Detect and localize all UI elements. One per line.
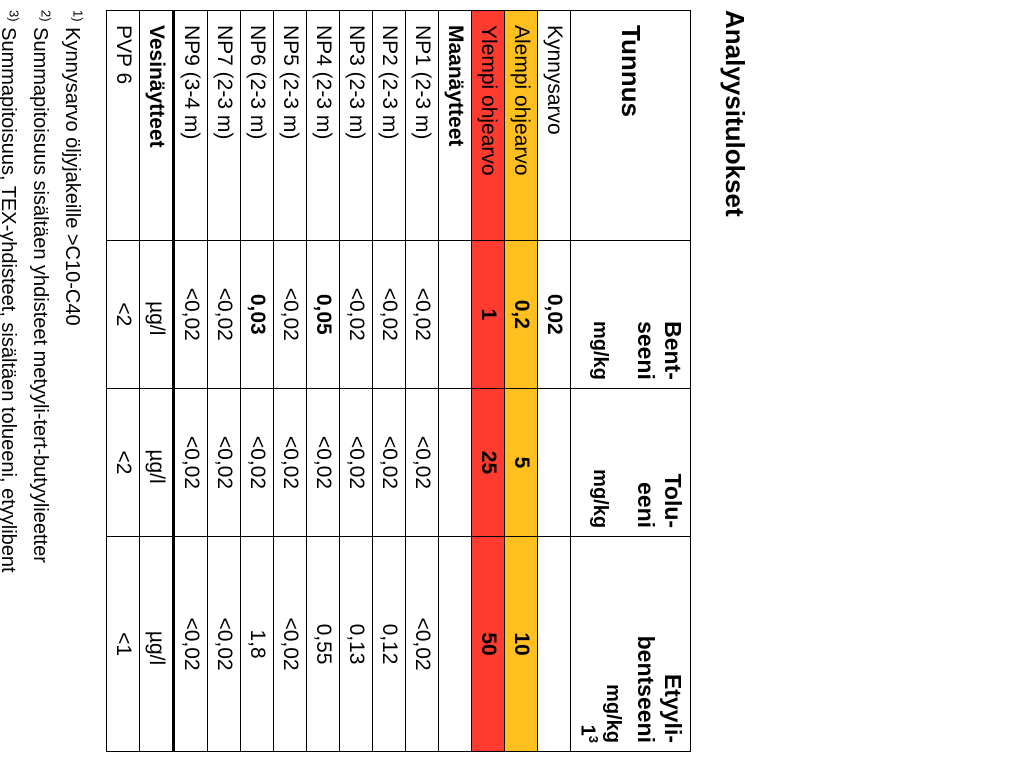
cell-etyyli: 0,13 — [340, 537, 373, 752]
cell-tolu: <0,02 — [174, 388, 208, 536]
cell-bent: <0,02 — [373, 240, 406, 388]
unit-etyyli: mg/kg13 — [571, 537, 628, 752]
val-kynnys-bent: 0,02 — [538, 240, 571, 388]
val-alempi-etyyli: 10 — [505, 537, 538, 752]
unit-water-bent: µg/l — [140, 240, 174, 388]
val-ylempi-etyyli: 50 — [472, 537, 505, 752]
table-row: NP6 (2-3 m)0,03<0,021,8 — [241, 11, 274, 752]
table-row: NP4 (2-3 m)0,05<0,020,55 — [307, 11, 340, 752]
label-section-water: Vesinäytteet — [140, 11, 174, 241]
val-kynnys-tolu — [538, 388, 571, 536]
unit-tolu: mg/kg — [571, 388, 628, 536]
val-ylempi-tolu: 25 — [472, 388, 505, 536]
row-section-soil: Maanäytteet — [439, 11, 472, 752]
col-etyyli: Etyyli-bentseeni — [628, 537, 691, 752]
cell-tolu: <0,02 — [241, 388, 274, 536]
row-id: NP5 (2-3 m) — [274, 11, 307, 241]
cell-etyyli: 0,12 — [373, 537, 406, 752]
cell-etyyli: <0,02 — [174, 537, 208, 752]
col-bent: Bent-seeni — [628, 240, 691, 388]
table-row: NP7 (2-3 m)<0,02<0,02<0,02 — [208, 11, 241, 752]
label-ylempi: Ylempi ohjearvo — [472, 11, 505, 241]
row-id: NP1 (2-3 m) — [406, 11, 439, 241]
table-row: NP3 (2-3 m)<0,02<0,020,13 — [340, 11, 373, 752]
row-section-water: Vesinäytteet µg/l µg/l µg/l — [140, 11, 174, 752]
label-section-soil: Maanäytteet — [439, 11, 472, 241]
cell-tolu: <0,02 — [307, 388, 340, 536]
table-row: PVP 6<2<2<1 — [107, 11, 140, 752]
unit-bent: mg/kg — [571, 240, 628, 388]
cell-tolu: <0,02 — [274, 388, 307, 536]
cell-etyyli: <1 — [107, 537, 140, 752]
cell-etyyli: <0,02 — [208, 537, 241, 752]
cell-etyyli: 1,8 — [241, 537, 274, 752]
footnote: 1) Kynnysarvo öljyjakeille >C10-C40 — [56, 10, 88, 752]
cell-bent: <0,02 — [208, 240, 241, 388]
cell-bent: <0,02 — [406, 240, 439, 388]
footnote: 2) Summapitoisuus sisältäen yhdisteet me… — [24, 10, 56, 752]
cell-tolu: <0,02 — [373, 388, 406, 536]
cell-bent: 0,03 — [241, 240, 274, 388]
row-kynnysarvo: Kynnysarvo 0,02 — [538, 11, 571, 752]
val-kynnys-etyyli — [538, 537, 571, 752]
table-row: NP9 (3-4 m)<0,02<0,02<0,02 — [174, 11, 208, 752]
label-kynnys: Kynnysarvo — [538, 11, 571, 241]
val-alempi-bent: 0,2 — [505, 240, 538, 388]
cell-etyyli: <0,02 — [406, 537, 439, 752]
row-alempi: Alempi ohjearvo 0,2 5 10 — [505, 11, 538, 752]
row-id: PVP 6 — [107, 11, 140, 241]
unit-water-etyyli: µg/l — [140, 537, 174, 752]
row-id: NP2 (2-3 m) — [373, 11, 406, 241]
cell-tolu: <0,02 — [340, 388, 373, 536]
row-id: NP4 (2-3 m) — [307, 11, 340, 241]
table-row: NP1 (2-3 m)<0,02<0,02<0,02 — [406, 11, 439, 752]
unit-water-tolu: µg/l — [140, 388, 174, 536]
cell-bent: <0,02 — [174, 240, 208, 388]
cell-bent: <0,02 — [274, 240, 307, 388]
row-id: NP9 (3-4 m) — [174, 11, 208, 241]
val-alempi-tolu: 5 — [505, 388, 538, 536]
results-table: Tunnus Bent-seeni Tolu-eeni Etyyli-bents… — [106, 10, 691, 752]
header-row-1: Tunnus Bent-seeni Tolu-eeni Etyyli-bents… — [628, 11, 691, 752]
row-id: NP7 (2-3 m) — [208, 11, 241, 241]
cell-tolu: <0,02 — [406, 388, 439, 536]
row-id: NP6 (2-3 m) — [241, 11, 274, 241]
label-alempi: Alempi ohjearvo — [505, 11, 538, 241]
table-row: NP2 (2-3 m)<0,02<0,020,12 — [373, 11, 406, 752]
table-row: NP5 (2-3 m)<0,02<0,02<0,02 — [274, 11, 307, 752]
footnote: 3) Summapitoisuus, TEX-yhdisteet, sisält… — [0, 10, 24, 752]
cell-tolu: <0,02 — [208, 388, 241, 536]
val-ylempi-bent: 1 — [472, 240, 505, 388]
page-title: Analyysitulokset — [719, 10, 750, 752]
cell-bent: <0,02 — [340, 240, 373, 388]
col-tunnus: Tunnus — [571, 11, 691, 241]
footnotes: 1) Kynnysarvo öljyjakeille >C10-C402) Su… — [0, 10, 88, 752]
row-id: NP3 (2-3 m) — [340, 11, 373, 241]
row-ylempi: Ylempi ohjearvo 1 25 50 — [472, 11, 505, 752]
cell-bent: 0,05 — [307, 240, 340, 388]
cell-tolu: <2 — [107, 388, 140, 536]
cell-bent: <2 — [107, 240, 140, 388]
cell-etyyli: <0,02 — [274, 537, 307, 752]
cell-etyyli: 0,55 — [307, 537, 340, 752]
col-tolu: Tolu-eeni — [628, 388, 691, 536]
